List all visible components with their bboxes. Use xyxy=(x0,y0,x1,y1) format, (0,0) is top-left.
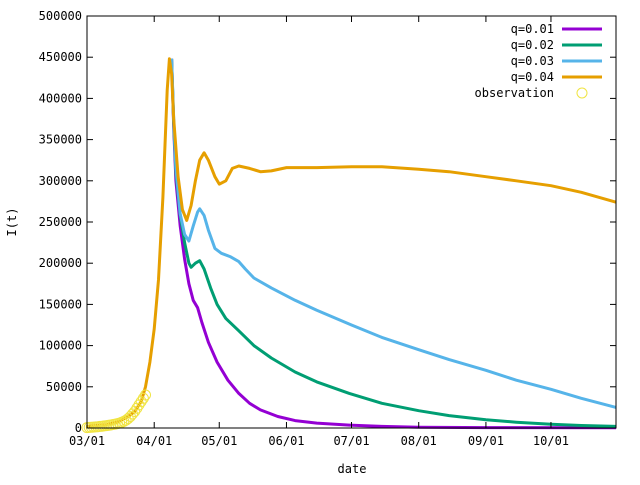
y-tick-label: 400000 xyxy=(39,91,82,105)
series-line-4 xyxy=(86,57,617,428)
x-tick-label: 08/01 xyxy=(401,434,437,448)
legend-swatch-observation xyxy=(576,87,588,99)
x-axis-label: date xyxy=(338,462,367,476)
x-tick-label: 09/01 xyxy=(468,434,504,448)
series-line-2 xyxy=(170,58,617,428)
y-tick-label: 100000 xyxy=(39,339,82,353)
y-tick-label: 200000 xyxy=(39,256,82,270)
legend-label: q=0.03 xyxy=(511,54,554,68)
observation-point xyxy=(137,392,149,404)
y-tick-label: 450000 xyxy=(39,50,82,64)
series-line-1 xyxy=(170,58,617,430)
y-tick-label: 150000 xyxy=(39,297,82,311)
x-tick-label: 10/01 xyxy=(533,434,569,448)
x-tick-label: 06/01 xyxy=(268,434,304,448)
y-axis-label: I(t) xyxy=(5,208,19,237)
y-tick-label: 0 xyxy=(75,421,82,435)
y-tick-label: 500000 xyxy=(39,9,82,23)
x-tick-label: 05/01 xyxy=(201,434,237,448)
x-tick-label: 04/01 xyxy=(136,434,172,448)
y-tick-label: 350000 xyxy=(39,133,82,147)
legend-label-observation: observation xyxy=(475,86,554,100)
y-tick-label: 250000 xyxy=(39,215,82,229)
y-tick-label: 300000 xyxy=(39,174,82,188)
legend-label: q=0.02 xyxy=(511,38,554,52)
series-line-3 xyxy=(170,58,617,409)
legend-label: q=0.04 xyxy=(511,70,554,84)
observation-point xyxy=(140,389,151,401)
observation-point xyxy=(127,408,138,420)
x-tick-label: 03/01 xyxy=(69,434,105,448)
x-tick-label: 07/01 xyxy=(333,434,369,448)
legend-label: q=0.01 xyxy=(511,22,554,36)
y-tick-label: 50000 xyxy=(46,380,82,394)
